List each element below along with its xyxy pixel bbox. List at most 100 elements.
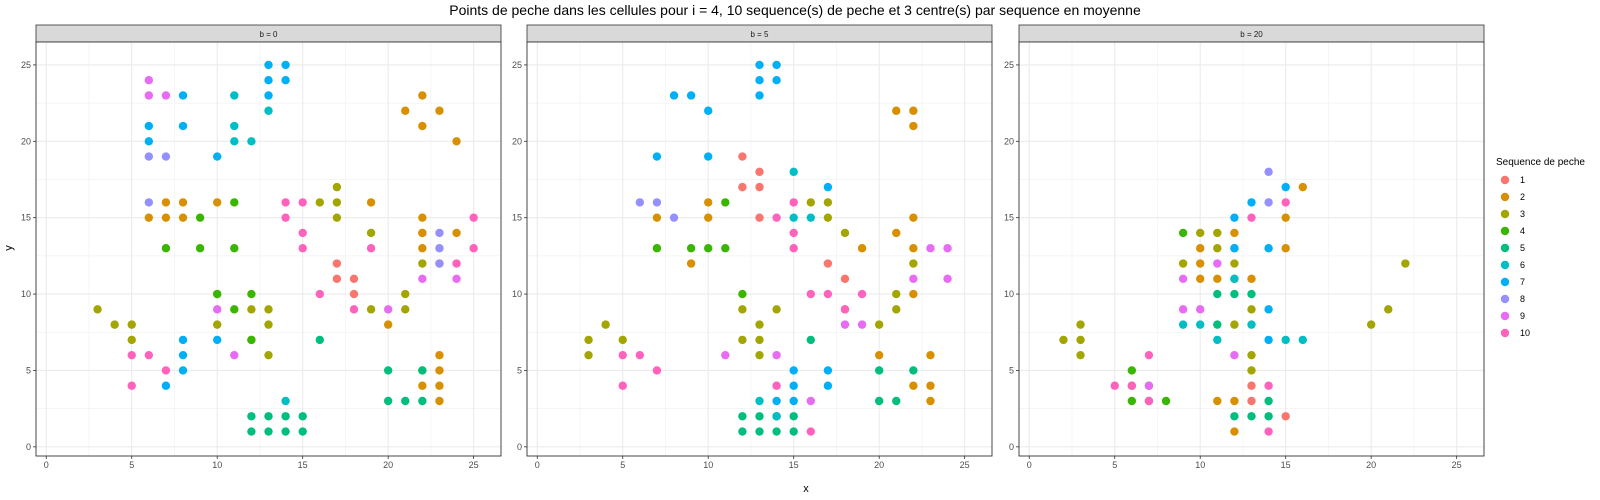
data-point	[721, 244, 730, 253]
data-point	[772, 412, 781, 421]
data-point	[1110, 381, 1119, 390]
data-point	[1213, 259, 1222, 268]
data-point	[452, 259, 461, 268]
data-point	[230, 198, 239, 207]
data-point	[857, 244, 867, 253]
data-point	[383, 305, 393, 314]
data-point	[1230, 320, 1239, 329]
x-tick-label: 0	[1027, 460, 1032, 470]
data-point	[1213, 335, 1222, 345]
data-point	[1230, 274, 1239, 283]
data-point	[874, 396, 884, 406]
y-tick-label: 20	[21, 136, 31, 146]
data-point	[721, 198, 730, 207]
data-point	[1401, 259, 1410, 268]
data-point	[652, 244, 662, 253]
data-point	[1127, 366, 1137, 375]
data-point	[264, 350, 273, 360]
data-point	[789, 198, 798, 207]
data-point	[1247, 366, 1256, 375]
data-point	[452, 228, 461, 238]
panel-border	[1018, 41, 1485, 457]
data-point	[332, 274, 342, 283]
data-point	[1178, 305, 1188, 314]
data-point	[926, 350, 935, 360]
data-point	[332, 198, 342, 207]
data-point	[1247, 289, 1256, 299]
data-point	[315, 289, 324, 299]
data-point	[264, 305, 273, 314]
data-point	[892, 106, 901, 115]
y-tick-label: 0	[517, 442, 522, 452]
data-point	[738, 182, 747, 192]
data-point	[1230, 427, 1239, 436]
data-point	[1127, 381, 1137, 390]
legend-label: 6	[1520, 260, 1525, 270]
data-point	[635, 350, 645, 360]
data-point	[418, 259, 427, 268]
facet-panel: b = 5 0 5 10 15 20 25 0 5 10 15 20 25	[512, 24, 993, 470]
data-point	[1298, 182, 1307, 192]
y-axis-title: y	[3, 245, 15, 251]
data-point	[943, 244, 952, 253]
data-point	[943, 274, 952, 283]
data-point	[213, 152, 222, 161]
data-point	[1161, 396, 1171, 406]
data-point	[298, 412, 307, 421]
legend-key	[1500, 226, 1510, 236]
data-point	[704, 106, 713, 115]
data-point	[1247, 381, 1256, 390]
data-point	[247, 289, 256, 299]
y-tick-label: 25	[512, 60, 522, 70]
data-point	[789, 244, 798, 253]
data-point	[178, 198, 188, 207]
data-point	[1196, 244, 1205, 253]
data-point	[755, 412, 764, 421]
data-point	[584, 350, 593, 360]
data-point	[806, 335, 815, 345]
data-point	[281, 213, 290, 222]
y-tick-label: 20	[512, 136, 522, 146]
data-point	[418, 396, 427, 406]
data-point	[926, 396, 935, 406]
data-point	[366, 305, 376, 314]
x-axis-title: x	[803, 483, 809, 495]
facet-label: b = 20	[1240, 30, 1263, 39]
data-point	[1178, 228, 1188, 238]
data-point	[401, 289, 410, 299]
legend-key	[1500, 260, 1510, 270]
legend-key	[1500, 243, 1510, 253]
data-point	[1247, 213, 1256, 222]
data-point	[418, 213, 427, 222]
data-point	[755, 396, 764, 406]
data-point	[452, 137, 461, 146]
data-point	[298, 228, 307, 238]
data-point	[332, 182, 342, 192]
data-point	[435, 350, 444, 360]
data-point	[1076, 320, 1085, 329]
data-point	[144, 198, 154, 207]
data-point	[213, 198, 222, 207]
data-point	[704, 152, 713, 161]
data-point	[1213, 244, 1222, 253]
data-point	[823, 289, 833, 299]
data-point	[230, 305, 239, 314]
data-point	[874, 366, 884, 375]
y-tick-label: 0	[26, 442, 31, 452]
data-point	[601, 320, 610, 329]
data-point	[1059, 335, 1068, 345]
data-point	[738, 412, 747, 421]
data-point	[1178, 320, 1188, 329]
data-point	[1281, 213, 1290, 222]
data-point	[213, 335, 222, 345]
facet-label: b = 5	[750, 30, 769, 39]
data-point	[1196, 305, 1205, 314]
data-point	[1076, 350, 1085, 360]
data-point	[772, 350, 781, 360]
data-point	[874, 350, 884, 360]
data-point	[452, 274, 461, 283]
x-tick-label: 20	[874, 460, 884, 470]
data-point	[789, 427, 798, 436]
data-point	[418, 121, 427, 131]
